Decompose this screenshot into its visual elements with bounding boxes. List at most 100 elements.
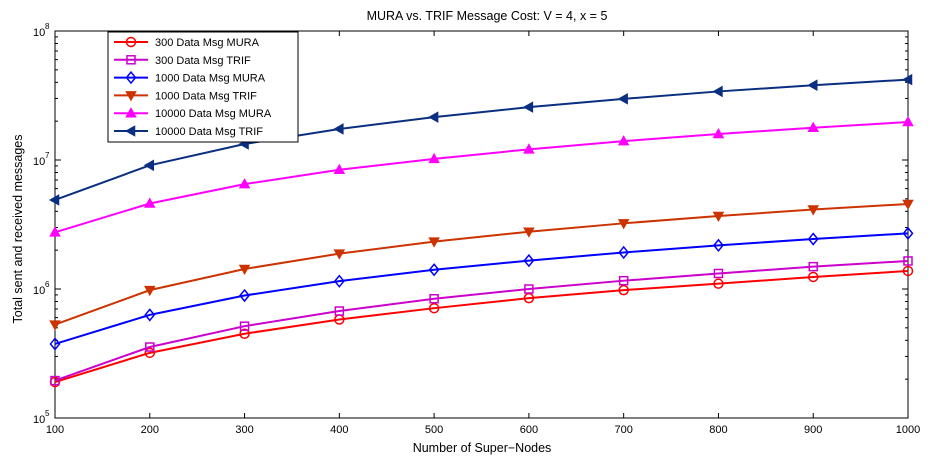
legend-item: 1000 Data Msg MURA: [114, 70, 266, 85]
data-point: [712, 127, 725, 139]
y-axis-label: Total sent and received messages: [11, 135, 25, 324]
axes: 100 200 300 400 500 600 700 800 900 1000105106107…: [33, 22, 920, 436]
data-point: [617, 219, 630, 230]
data-point: [428, 302, 440, 314]
legend-item: 300 Data Msg TRIF: [114, 55, 251, 67]
data-point: [143, 159, 155, 172]
data-point: [428, 263, 440, 277]
data-point: [333, 163, 346, 175]
data-point: [238, 178, 251, 189]
x-tick-label: 1000: [896, 424, 920, 436]
series-2: [50, 256, 913, 386]
data-point: [428, 152, 440, 164]
legend-marker: [126, 55, 136, 65]
chart-title: MURA vs. TRIF Message Cost: V = 4, x = 5: [367, 9, 608, 23]
data-point: [901, 73, 913, 86]
data-point: [523, 227, 535, 238]
legend-label: 10000 Data Msg TRIF: [155, 126, 263, 138]
data-point: [902, 199, 914, 211]
x-tick-label: 900: [804, 424, 822, 436]
legend-item: 10000 Data Msg TRIF: [114, 125, 263, 138]
x-tick-label: 100: [46, 424, 64, 436]
data-point: [807, 79, 818, 91]
series-line: [54, 202, 909, 326]
data-point: [334, 306, 345, 316]
y-tick-exponent: 5: [45, 409, 50, 418]
data-point: [143, 197, 156, 208]
legend-label: 1000 Data Msg MURA: [155, 73, 266, 85]
data-point: [523, 253, 535, 268]
data-point: [144, 347, 156, 359]
data-point: [239, 288, 251, 303]
legend: 300 Data Msg MURA 300 Data Msg TRIF 1000 D…: [107, 31, 299, 143]
data-point: [618, 284, 629, 296]
legend-label: 300 Data Msg TRIF: [155, 55, 251, 67]
data-point: [902, 115, 914, 127]
data-point: [712, 85, 723, 98]
x-tick-label: 600: [520, 424, 538, 436]
data-point: [618, 245, 630, 260]
data-point: [143, 285, 156, 297]
y-tick-exponent: 8: [45, 22, 50, 31]
legend-item: 300 Data Msg MURA: [114, 36, 260, 49]
x-tick-label: 300: [235, 424, 253, 436]
data-point: [902, 226, 914, 241]
data-point: [239, 328, 250, 339]
y-tick-exponent: 7: [45, 151, 50, 160]
legend-item: 1000 Data Msg TRIF: [114, 90, 257, 102]
data-point: [807, 271, 819, 283]
x-tick-label: 400: [330, 424, 348, 436]
y-tick-label: 10: [33, 414, 45, 426]
legend-marker: [125, 70, 137, 85]
series-3: [49, 226, 914, 351]
legend-marker: [124, 125, 136, 137]
y-tick-exponent: 6: [45, 280, 50, 289]
data-point: [807, 232, 819, 246]
series-line: [54, 269, 909, 383]
data-point: [713, 278, 724, 289]
series-line: [54, 78, 909, 201]
data-point: [524, 284, 534, 294]
data-point: [618, 275, 629, 286]
data-point: [713, 268, 724, 279]
legend-label: 10000 Data Msg MURA: [155, 108, 272, 120]
data-point: [617, 93, 628, 105]
series-line: [54, 259, 909, 382]
data-point: [522, 101, 534, 113]
data-point: [49, 226, 61, 237]
y-tick-label: 10: [33, 27, 45, 39]
legend-label: 300 Data Msg MURA: [155, 37, 260, 49]
data-point: [712, 211, 725, 223]
data-point: [807, 205, 820, 216]
y-tick-label: 10: [33, 156, 45, 168]
series-6: [48, 73, 913, 206]
data-point: [238, 264, 251, 275]
data-point: [712, 238, 724, 253]
series-5: [49, 115, 914, 237]
legend-marker: [125, 36, 137, 48]
data-point: [49, 320, 61, 331]
x-axis-label: Number of Super−Nodes: [413, 441, 552, 455]
x-tick-label: 800: [709, 424, 727, 436]
series-4: [49, 199, 914, 331]
data-point: [807, 121, 820, 132]
legend-item: 10000 Data Msg MURA: [114, 107, 272, 120]
data-point: [49, 337, 61, 351]
x-tick-label: 500: [425, 424, 443, 436]
legend-marker: [125, 91, 137, 102]
x-tick-label: 700: [614, 424, 632, 436]
data-point: [428, 237, 440, 248]
y-tick-label: 10: [33, 285, 45, 297]
data-point: [333, 274, 345, 288]
data-point: [333, 249, 346, 260]
series-line: [54, 232, 909, 345]
data-point: [617, 135, 630, 146]
legend-label: 1000 Data Msg TRIF: [155, 90, 257, 102]
data-point: [333, 123, 344, 135]
data-point: [48, 194, 60, 206]
series-line: [54, 121, 909, 234]
data-point: [903, 256, 913, 266]
data-point: [145, 342, 155, 352]
series-group: [48, 73, 914, 388]
